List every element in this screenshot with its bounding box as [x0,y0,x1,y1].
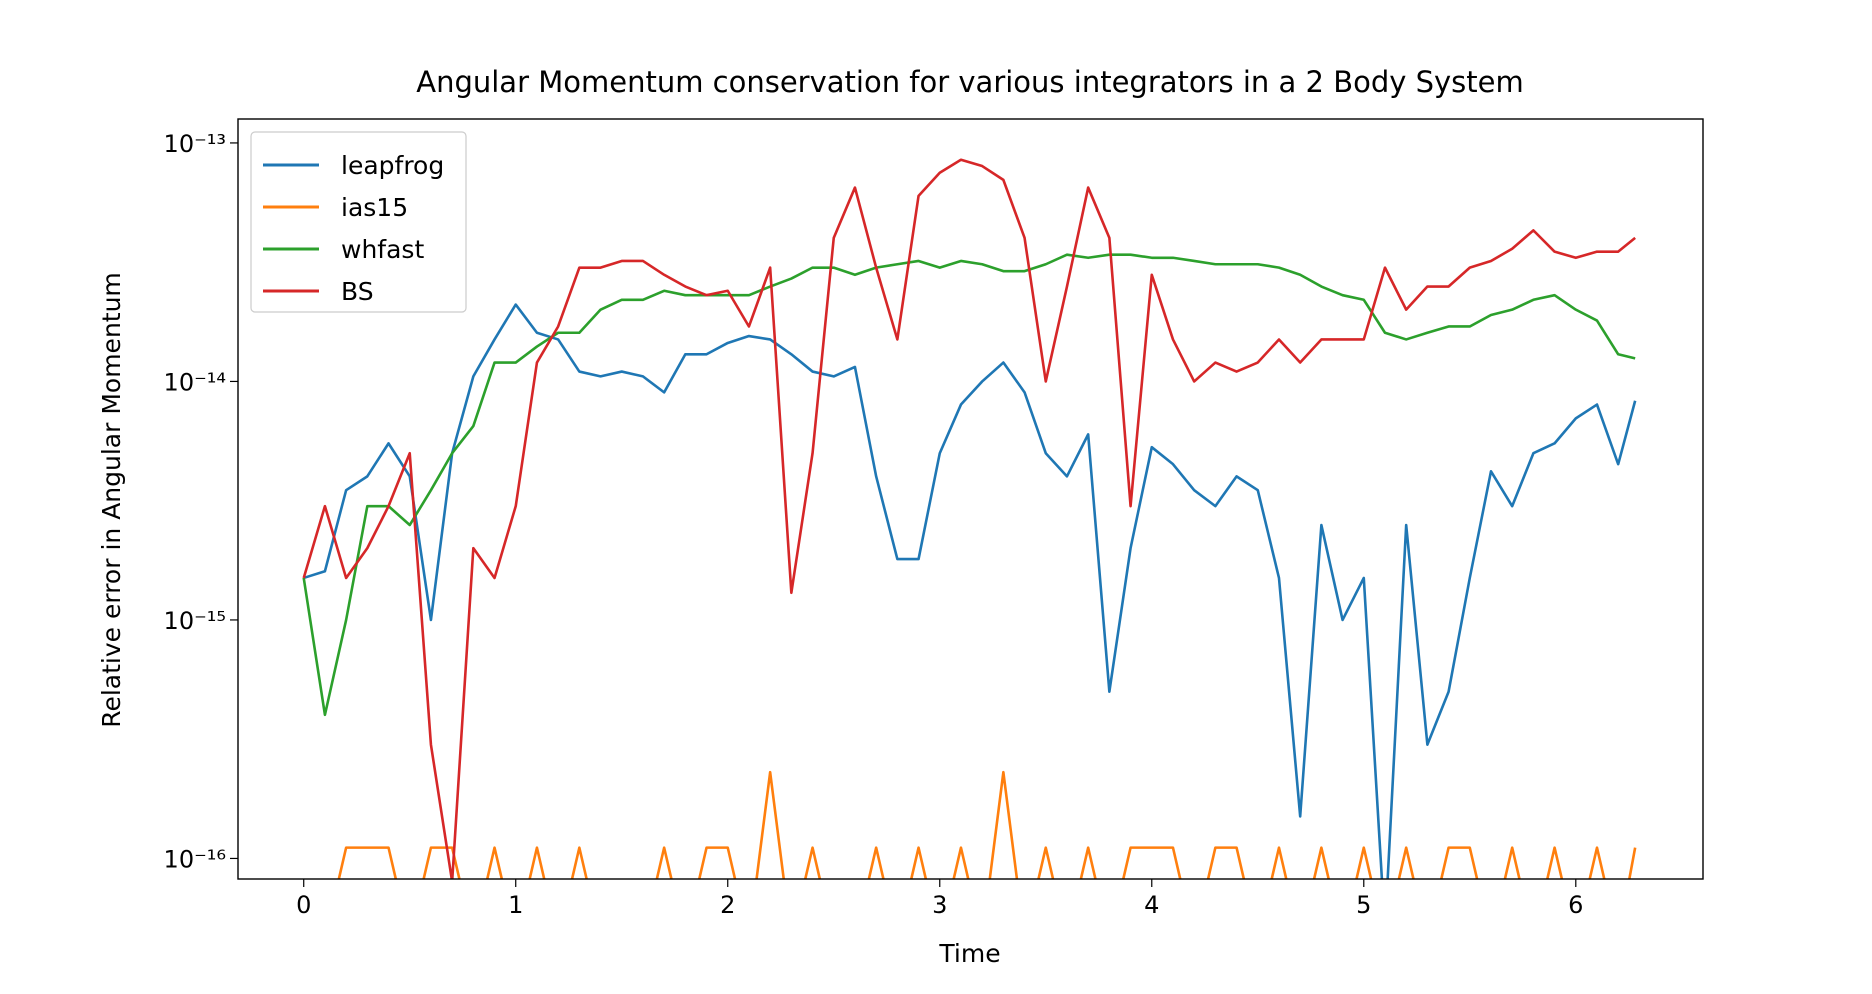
legend-label: leapfrog [341,151,444,180]
x-tick-label: 1 [508,891,523,919]
chart-title: Angular Momentum conservation for variou… [416,65,1524,99]
series-line [302,253,1636,717]
x-tick-label: 2 [720,891,735,919]
legend-label: BS [341,277,374,306]
x-axis-label: Time [938,939,1000,968]
y-tick-label: 10⁻¹³ [164,130,226,158]
x-tick-label: 6 [1568,891,1583,919]
x-tick-label: 4 [1144,891,1159,919]
legend-label: whfast [341,235,424,264]
x-tick-label: 5 [1356,891,1371,919]
y-axis-label: Relative error in Angular Momentum [97,272,126,728]
plot-frame [237,118,1704,880]
y-tick-label: 10⁻¹⁶ [164,845,226,873]
y-tick-label: 10⁻¹⁵ [164,607,226,635]
legend-box [250,131,467,313]
y-tick-label: 10⁻¹⁴ [164,368,226,396]
series-line [302,158,1636,879]
x-tick-label: 0 [296,891,311,919]
series-line [337,770,1637,879]
legend-label: ias15 [341,193,408,222]
x-tick-label: 3 [932,891,947,919]
plot-area [302,158,1637,879]
series-line [303,303,1637,879]
